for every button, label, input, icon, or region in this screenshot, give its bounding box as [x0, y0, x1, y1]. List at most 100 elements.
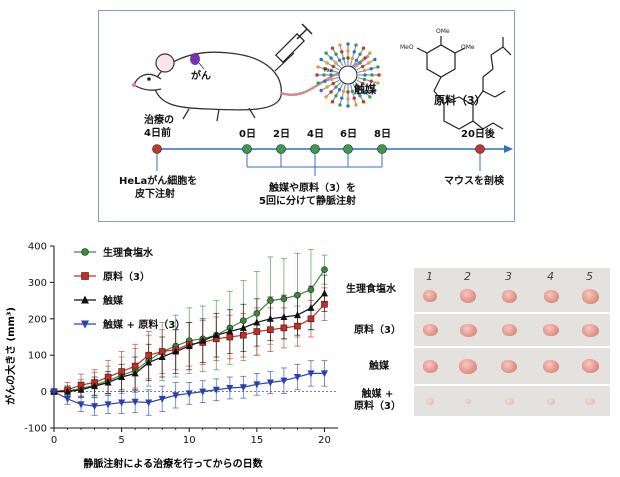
photo-label-combo: 触媒 + 原料（3） — [354, 389, 401, 412]
ome-label-top: OMe — [436, 28, 450, 35]
cancer-label: がん — [191, 71, 211, 82]
data-point-substrate — [145, 351, 152, 359]
data-point-combo — [145, 399, 153, 407]
day-label-8: 8日 — [374, 129, 391, 140]
photo-column-number: 1 — [426, 270, 433, 283]
data-point-combo — [131, 398, 139, 406]
photo-column-number: 2 — [464, 270, 471, 283]
data-point-catalyst — [253, 318, 261, 326]
data-point-catalyst — [307, 303, 315, 311]
day-label-4: 4日 — [307, 129, 324, 140]
y-tick-label: 100 — [28, 351, 47, 362]
timeline-day6-dot — [343, 144, 353, 154]
tumor-sample — [501, 289, 517, 303]
photo-label-catalyst: 触媒 — [369, 361, 389, 372]
data-point-catalyst — [131, 369, 139, 377]
tumor-sample — [581, 359, 599, 373]
data-point-saline — [280, 295, 288, 303]
data-point-combo — [253, 381, 261, 389]
ome-label-right: OMe — [461, 44, 475, 51]
legend-label-combo: 触媒 + 原料（3） — [102, 318, 185, 331]
data-point-combo — [104, 401, 112, 409]
legend-label-substrate: 原料（3） — [103, 270, 150, 283]
tumor-sample — [543, 289, 559, 303]
data-point-substrate — [294, 322, 301, 330]
treatment-scheme: OMe MeO OMe がん 触媒 Ru 原料（3） 治療の 4日前 — [98, 10, 515, 222]
hela-label-line1: HeLaがん細胞を — [119, 176, 198, 187]
data-point-saline — [294, 291, 301, 299]
tumor-sample — [423, 290, 437, 302]
data-point-catalyst — [104, 378, 112, 386]
timeline-start-top-label: 治療の — [144, 115, 174, 126]
data-point-catalyst — [212, 331, 220, 339]
y-tick-label: 0 — [41, 387, 47, 398]
photo-row-substrate — [414, 314, 610, 346]
data-point-catalyst — [185, 342, 193, 350]
data-point-substrate — [240, 331, 247, 339]
data-point-combo — [50, 388, 58, 396]
hela-label-line2: 皮下注射 — [135, 189, 175, 200]
injection-label-line1: 触媒や原料（3）を — [269, 183, 356, 194]
end-day-label: 20日後 — [461, 129, 495, 140]
data-point-combo — [199, 388, 207, 396]
data-point-catalyst — [172, 347, 180, 355]
catalyst-label: 触媒 — [354, 83, 376, 96]
data-point-catalyst — [239, 323, 247, 331]
x-tick-label: 10 — [183, 435, 196, 446]
chart-axes — [53, 246, 338, 429]
legend-marker-catalyst — [81, 295, 89, 304]
data-point-catalyst — [320, 289, 328, 297]
photo-row-saline — [414, 268, 610, 312]
photo-column-number: 5 — [586, 270, 593, 283]
data-point-combo — [239, 384, 247, 392]
timeline-day0-dot — [242, 144, 252, 154]
legend-marker-saline — [81, 248, 89, 256]
data-point-catalyst — [91, 382, 99, 390]
tumor-sample — [581, 323, 599, 337]
data-point-combo — [280, 377, 288, 385]
data-point-saline — [321, 266, 328, 273]
tumor-sample — [501, 324, 517, 336]
data-point-substrate — [131, 362, 139, 370]
day-label-2: 2日 — [273, 129, 290, 140]
day-label-6: 6日 — [340, 129, 357, 140]
tumor-sample — [543, 324, 559, 336]
tumor-sample — [547, 397, 555, 405]
tumor-sample — [422, 359, 438, 373]
timeline-end-dot — [475, 144, 485, 154]
data-point-catalyst — [266, 314, 274, 322]
y-tick-label: 300 — [28, 278, 47, 289]
data-point-saline — [240, 317, 247, 324]
x-tick-label: 15 — [250, 435, 263, 446]
data-point-catalyst — [118, 373, 126, 381]
data-point-combo — [91, 403, 99, 411]
data-point-substrate — [226, 333, 234, 341]
x-tick-label: 5 — [118, 435, 124, 446]
y-tick-label: 200 — [28, 314, 47, 325]
tumor-sample — [426, 397, 434, 405]
data-point-combo — [118, 399, 126, 407]
tumor-sample — [422, 324, 438, 336]
data-point-catalyst — [77, 385, 85, 393]
photo-column-number: 3 — [505, 270, 512, 283]
legend-label-catalyst: 触媒 — [102, 294, 124, 307]
tumor-sample — [465, 398, 471, 404]
photo-label-substrate: 原料（3） — [354, 325, 401, 336]
y-axis-label: がんの大きさ (mm³) — [4, 307, 17, 405]
legend-label-saline: 生理食塩水 — [103, 246, 154, 259]
photo-row-combo — [414, 386, 610, 416]
photo-column-number: 4 — [547, 270, 554, 283]
day-label-0: 0日 — [239, 129, 256, 140]
tumor-sample — [460, 289, 476, 303]
data-point-saline — [267, 297, 274, 304]
tumor-sample — [459, 323, 477, 337]
data-point-catalyst — [64, 387, 72, 395]
data-point-combo — [172, 392, 180, 400]
ome-label-left: MeO — [400, 44, 414, 51]
data-point-combo — [185, 390, 193, 398]
timeline-day8-dot — [377, 144, 387, 154]
mouse-illustration — [132, 51, 370, 122]
data-point-combo — [158, 395, 166, 403]
data-point-combo — [266, 379, 274, 387]
